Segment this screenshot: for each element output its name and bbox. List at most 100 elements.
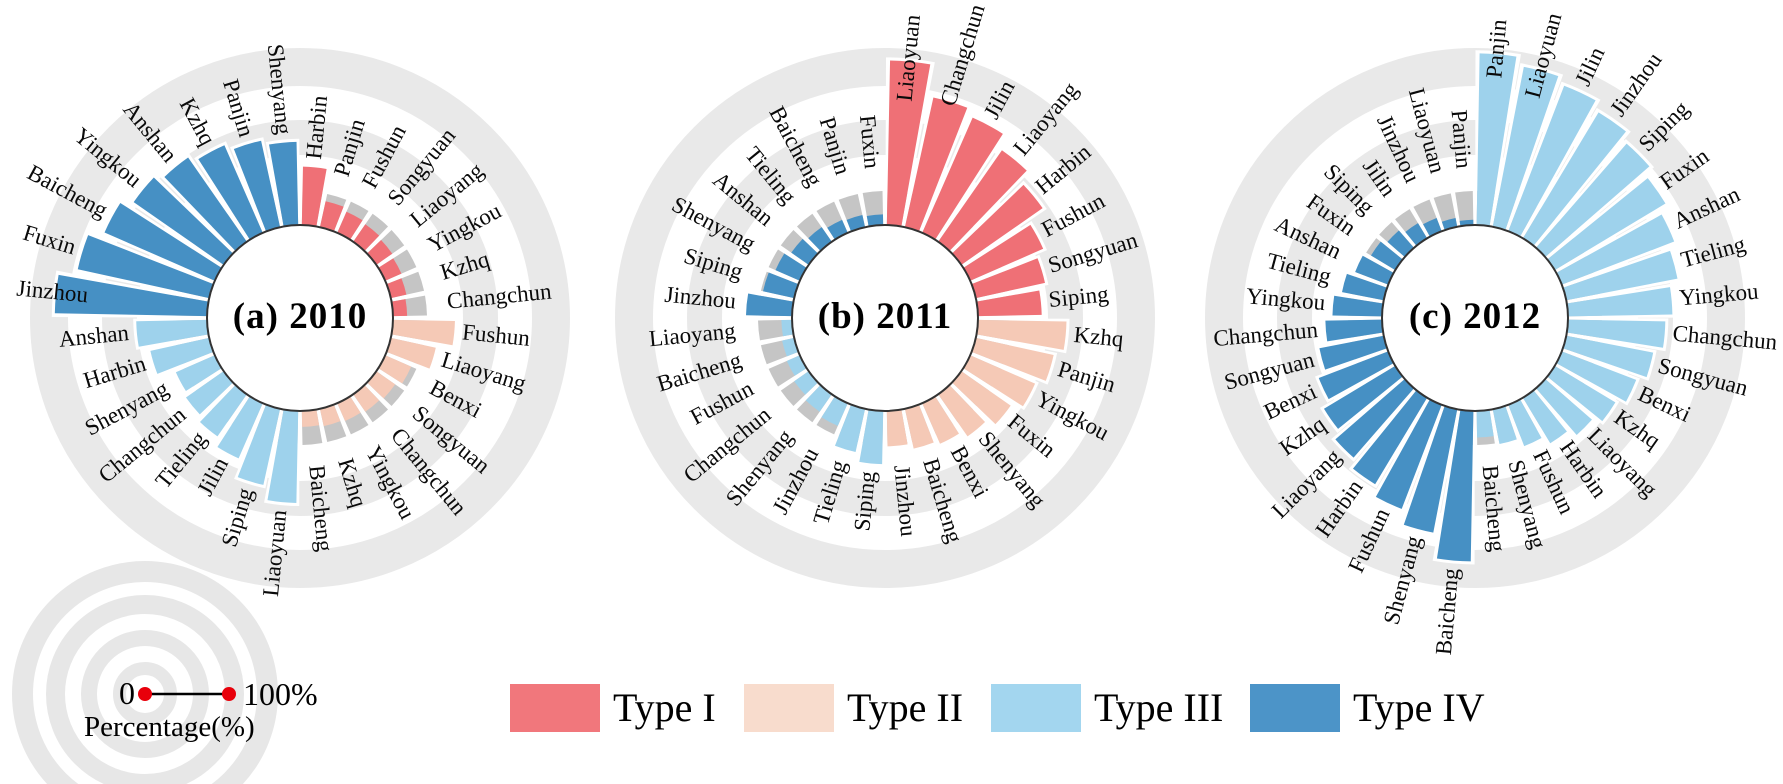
bar-siping-type-iii (237, 404, 281, 485)
scale-max-label: 100% (243, 676, 318, 712)
bar-yingkou-type-iii (1566, 287, 1673, 317)
bar-panjin-type-iii (1476, 53, 1517, 227)
bar-siping-type-iii (859, 409, 884, 465)
bar-kzhq-type-iii (1547, 365, 1616, 422)
legend-item-type-ii: Type II (744, 684, 963, 732)
city-label-siping: Siping (849, 469, 880, 532)
bar-jinzhou-type-iii (1522, 112, 1626, 246)
bar-liaoyang-type-i (367, 240, 393, 265)
type-ii-swatch (744, 684, 834, 732)
type-i-label: Type I (613, 685, 716, 730)
bar-shenyang-type-iii (175, 355, 222, 392)
bar-liaoyang-type-ii (386, 337, 436, 369)
bar-harbin-type-iii (1522, 390, 1567, 444)
bar-siping-type-iii (1536, 143, 1650, 257)
type-iv-swatch (1250, 684, 1340, 732)
type-i-swatch (510, 684, 600, 732)
bar-fushun-type-i (337, 211, 363, 240)
legend-item-type-iii: Type III (991, 684, 1223, 732)
bar-jinzhou-type-iv (54, 274, 209, 317)
bar-songyuan-type-i (971, 258, 1045, 299)
bar-songyuan-type-iv (1319, 335, 1388, 370)
city-label-fuxin: Fuxin (855, 114, 885, 170)
city-label-jinzhou: Jinzhou (663, 282, 737, 314)
bar-tieling-type-iii (199, 385, 247, 437)
chart-title-2012: (c) 2012 (1408, 296, 1542, 337)
city-label-panjin: Panjin (1447, 109, 1477, 170)
bar-kzhq-type-iv (198, 145, 263, 240)
bar-jilin-type-iii (217, 396, 263, 459)
bar-fushun-type-ii (391, 319, 455, 346)
bar-fushun-type-iv (1375, 399, 1442, 509)
bar-liaoyang-type-iv (1335, 379, 1414, 458)
city-label-changchun: Changchun (1672, 321, 1779, 355)
bar-harbin-type-i (952, 184, 1043, 265)
bar-anshan-type-iii (1556, 214, 1675, 285)
bar-jinzhou-type-iii (821, 396, 848, 426)
bar-baicheng-type-ii (904, 404, 934, 449)
bar-fuxin-type-iv (866, 214, 884, 227)
city-label-panjin: Panjin (1481, 18, 1511, 79)
bar-harbin-type-i (301, 166, 327, 227)
bar-fuxin-type-ii (952, 371, 1011, 425)
bar-baicheng-type-iv (1436, 409, 1474, 562)
bar-harbin-type-iv (1352, 390, 1428, 485)
bar-tieling-type-iii (834, 404, 866, 453)
bar-benxi-type-ii (922, 396, 959, 444)
bar-kzhq-type-ii (319, 404, 341, 427)
bar-benxi-type-iii (1556, 351, 1637, 402)
bar-fuxin-type-iv (77, 235, 214, 299)
legend-item-type-iv: Type IV (1250, 684, 1485, 732)
bar-shenyang-type-ii (938, 385, 986, 437)
bar-songyuan-type-ii (367, 371, 396, 399)
bar-liaoyuan-type-iii (267, 409, 299, 503)
bar-shenyang-type-iv (269, 141, 299, 227)
city-label-harbin: Harbin (301, 94, 332, 161)
type-ii-label: Type II (847, 685, 964, 730)
bar-shenyang-type-iv (1403, 405, 1458, 533)
bar-yingkou-type-ii (963, 355, 1036, 407)
bar-changchun-type-iii (185, 371, 233, 415)
bar-siping-type-iv (1387, 230, 1414, 257)
bar-yingkou-type-iv (1332, 295, 1384, 317)
bar-harbin-type-iii (150, 337, 214, 374)
chart-title-2011: (b) 2011 (817, 296, 953, 337)
bar-panjin-type-i (319, 201, 344, 232)
chart-title-2010: (a) 2010 (232, 296, 368, 337)
scale-caption: Percentage(%) (84, 711, 255, 743)
bar-anshan-type-iv (164, 157, 247, 251)
bar-siping-type-iv (763, 272, 799, 299)
scale-max-dot (222, 687, 236, 701)
city-label-jinzhou: Jinzhou (889, 464, 921, 538)
city-label-yingkou: Yingkou (1678, 278, 1760, 310)
bar-jinzhou-type-ii (886, 409, 908, 447)
bar-anshan-type-iv (791, 238, 818, 265)
bar-tieling-type-iii (1562, 250, 1678, 301)
bar-yingkou-type-i (378, 258, 402, 281)
city-label-kzhq: Kzhq (1073, 322, 1126, 352)
bar-jinzhou-type-iv (746, 293, 794, 317)
bar-jinzhou-type-iv (1423, 217, 1442, 237)
city-label-baicheng: Baicheng (1478, 464, 1511, 553)
type-iii-swatch (991, 684, 1081, 732)
bar-changchun-type-iii (1566, 319, 1666, 348)
bar-fushun-type-i (963, 224, 1044, 281)
bar-liaoyang-type-iii (781, 319, 794, 337)
bar-liaoyang-type-iii (1536, 379, 1592, 435)
bar-shenyang-type-iii (1492, 405, 1517, 445)
city-label-siping: Siping (1047, 281, 1110, 312)
scale-zero-dot (138, 687, 152, 701)
bar-yingkou-type-iv (133, 177, 233, 265)
scale-zero-label: 0 (119, 675, 135, 711)
bar-changchun-type-i (904, 97, 968, 232)
legend-item-type-i: Type I (510, 684, 716, 732)
bar-baicheng-type-iii (1476, 409, 1494, 438)
city-label-baicheng: Baicheng (304, 464, 337, 553)
bar-anshan-type-iii (136, 319, 209, 347)
bar-changchun-type-i (391, 299, 408, 317)
bar-fuxin-type-iv (1371, 241, 1403, 271)
bar-liaoyuan-type-i (886, 60, 931, 227)
bar-panjin-type-ii (971, 337, 1054, 381)
bar-fuxin-type-iii (1547, 178, 1666, 271)
